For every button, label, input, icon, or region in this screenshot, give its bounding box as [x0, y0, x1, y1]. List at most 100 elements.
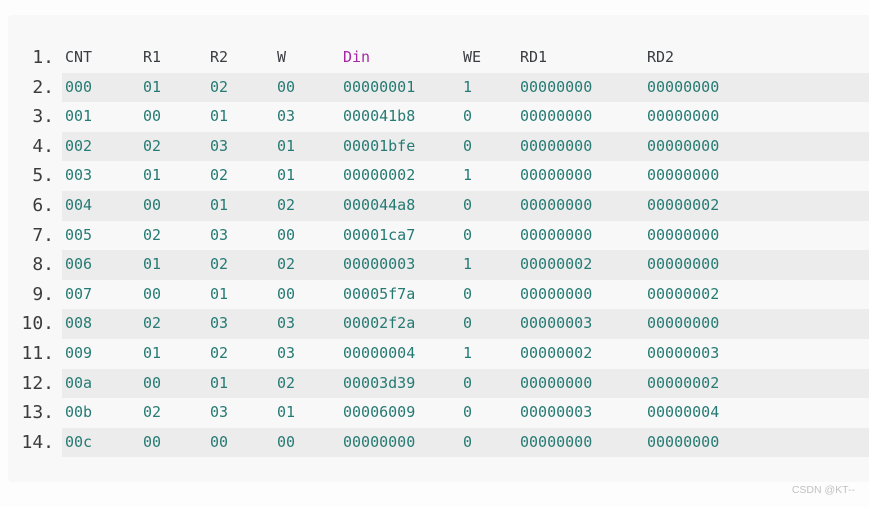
line-number: 7.	[32, 224, 54, 246]
cell-cnt: 001	[65, 107, 93, 126]
cell-w: 01	[277, 166, 296, 185]
line-number: 9.	[32, 283, 54, 305]
column-header-w: W	[277, 48, 287, 66]
row-content: 009 01 02 03 00000004 1 00000002 00000003	[62, 339, 869, 369]
line-number: 4.	[32, 135, 54, 157]
cell-rd2: 00000000	[647, 77, 720, 96]
cell-rd2: 00000000	[647, 166, 720, 185]
cell-rd1: 00000000	[520, 77, 593, 96]
line-number: 11.	[21, 342, 54, 364]
cell-rd1: 00000003	[520, 403, 593, 422]
cell-r2: 03	[210, 314, 229, 333]
row-content: 00b 02 03 01 00006009 0 00000003 00000004	[62, 398, 869, 428]
row-content: 005 02 03 00 00001ca7 0 00000000 00000000	[62, 221, 869, 251]
column-header-rd1: RD1	[520, 48, 548, 66]
column-header-we: WE	[463, 48, 482, 66]
cell-r2: 02	[210, 255, 229, 274]
cell-r2: 01	[210, 107, 229, 126]
cell-rd2: 00000000	[647, 314, 720, 333]
cell-r1: 00	[143, 432, 162, 451]
cell-w: 03	[277, 343, 296, 362]
table-row: 13. 00b 02 03 01 00006009 0 00000003 00000004	[8, 398, 869, 428]
line-number: 3.	[32, 106, 54, 128]
cell-rd1: 00000000	[520, 195, 593, 214]
cell-we: 1	[463, 343, 473, 362]
cell-din: 00001ca7	[343, 225, 416, 244]
cell-r1: 00	[143, 284, 162, 303]
cell-rd1: 00000003	[520, 314, 593, 333]
cell-rd2: 00000000	[647, 136, 720, 155]
cell-we: 1	[463, 77, 473, 96]
row-content: 002 02 03 01 00001bfe 0 00000000 00000000	[62, 131, 869, 162]
cell-rd2: 00000000	[647, 107, 720, 126]
column-header-din: Din	[343, 48, 371, 66]
cell-r2: 02	[210, 343, 229, 362]
row-content: CNT R1 R2 W Din WE RD1 RD2	[62, 43, 869, 73]
simulation-output-table: 1. CNT R1 R2 W Din WE RD1 RD2 2. 000 01 02 00 00000001…	[8, 43, 869, 458]
line-number: 14.	[21, 431, 54, 453]
cell-rd1: 00000000	[520, 284, 593, 303]
cell-r1: 01	[143, 255, 162, 274]
table-row: 4. 002 02 03 01 00001bfe 0 00000000 00000000	[8, 131, 869, 162]
line-number: 10.	[21, 313, 54, 335]
table-row: 9. 007 00 01 00 00005f7a 0 00000000 00000002	[8, 280, 869, 310]
cell-r1: 00	[143, 107, 162, 126]
cell-cnt: 005	[65, 225, 93, 244]
cell-we: 1	[463, 166, 473, 185]
table-row: 14. 00c 00 00 00 00000000 0 00000000 00000000	[8, 427, 869, 458]
cell-r2: 00	[210, 432, 229, 451]
cell-din: 000041b8	[343, 107, 416, 126]
cell-rd2: 00000000	[647, 432, 720, 451]
cell-rd2: 00000002	[647, 284, 720, 303]
line-number: 13.	[21, 402, 54, 424]
cell-w: 03	[277, 107, 296, 126]
cell-we: 0	[463, 107, 473, 126]
cell-r2: 03	[210, 403, 229, 422]
cell-w: 00	[277, 432, 296, 451]
cell-we: 0	[463, 432, 473, 451]
cell-r1: 02	[143, 136, 162, 155]
cell-rd2: 00000003	[647, 343, 720, 362]
cell-cnt: 006	[65, 255, 93, 274]
cell-r1: 00	[143, 195, 162, 214]
cell-rd2: 00000000	[647, 255, 720, 274]
cell-w: 03	[277, 314, 296, 333]
line-number: 1.	[32, 47, 54, 68]
cell-rd1: 00000000	[520, 225, 593, 244]
cell-din: 00000002	[343, 166, 416, 185]
cell-din: 00003d39	[343, 373, 416, 392]
cell-r2: 01	[210, 195, 229, 214]
cell-rd1: 00000002	[520, 343, 593, 362]
table-row: 2. 000 01 02 00 00000001 1 00000000 00000000	[8, 72, 869, 103]
cell-din: 00000003	[343, 255, 416, 274]
cell-rd2: 00000002	[647, 195, 720, 214]
row-content: 00a 00 01 02 00003d39 0 00000000 00000002	[62, 368, 869, 399]
column-header-r1: R1	[143, 48, 162, 66]
cell-we: 0	[463, 195, 473, 214]
cell-we: 0	[463, 136, 473, 155]
column-header-r2: R2	[210, 48, 229, 66]
row-content: 003 01 02 01 00000002 1 00000000 00000000	[62, 161, 869, 191]
code-output-block: 1. CNT R1 R2 W Din WE RD1 RD2 2. 000 01 02 00 00000001…	[8, 15, 869, 482]
cell-r1: 01	[143, 166, 162, 185]
cell-r2: 02	[210, 77, 229, 96]
cell-r2: 01	[210, 284, 229, 303]
cell-r1: 02	[143, 314, 162, 333]
cell-we: 1	[463, 255, 473, 274]
cell-w: 02	[277, 255, 296, 274]
line-number: 2.	[32, 76, 54, 98]
line-number: 6.	[32, 194, 54, 216]
table-row: 10. 008 02 03 03 00002f2a 0 00000003 00000000	[8, 309, 869, 339]
cell-din: 00005f7a	[343, 284, 416, 303]
cell-rd2: 00000000	[647, 225, 720, 244]
row-content: 004 00 01 02 000044a8 0 00000000 00000002	[62, 190, 869, 221]
cell-w: 01	[277, 136, 296, 155]
cell-cnt: 003	[65, 166, 93, 185]
table-row: 7. 005 02 03 00 00001ca7 0 00000000 00000000	[8, 221, 869, 251]
cell-rd1: 00000002	[520, 255, 593, 274]
column-header-cnt: CNT	[65, 48, 93, 66]
cell-cnt: 00b	[65, 403, 93, 422]
cell-w: 00	[277, 284, 296, 303]
cell-w: 02	[277, 195, 296, 214]
cell-r1: 00	[143, 373, 162, 392]
